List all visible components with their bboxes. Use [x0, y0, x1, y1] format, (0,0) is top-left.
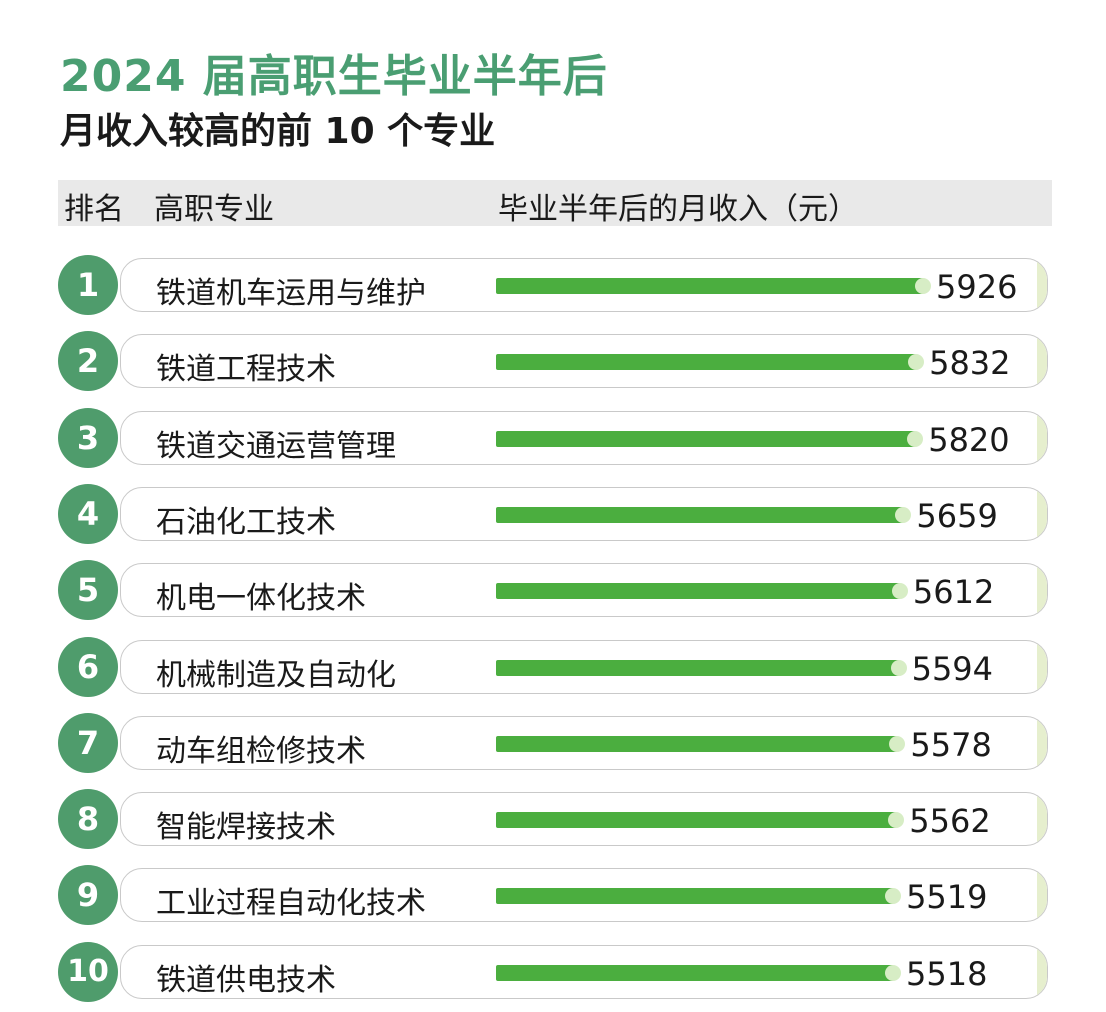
bar-row: 2 铁道工程技术 5832 — [58, 331, 1052, 394]
row-frame-edge — [1037, 945, 1047, 998]
header-rank: 排名 — [64, 192, 124, 227]
value-label: 5659 — [916, 496, 998, 535]
rank-badge: 10 — [58, 941, 118, 1002]
row-frame-edge — [1037, 259, 1047, 311]
category-label: 智能焊接技术 — [156, 810, 336, 846]
row-frame-edge — [1037, 411, 1047, 464]
category-label: 动车组检修技术 — [156, 733, 366, 769]
bar-end-dot — [885, 888, 902, 905]
bar-end-dot — [889, 735, 906, 752]
row-frame-edge — [1037, 335, 1047, 388]
rank-badge: 6 — [58, 636, 118, 697]
rank-badge: 4 — [58, 483, 118, 544]
bar — [496, 888, 895, 905]
row-frame-edge — [1037, 869, 1047, 922]
table-header: 排名 高职专业 毕业半年后的月收入（元） — [58, 180, 1052, 227]
row-frame-edge — [1037, 564, 1047, 617]
bar-row: 6 机械制造及自动化 5594 — [58, 636, 1052, 700]
bar-end-dot — [915, 278, 931, 294]
category-label: 工业过程自动化技术 — [156, 886, 426, 922]
rank-badge: 5 — [58, 560, 118, 621]
rank-badge: 3 — [58, 407, 118, 468]
bar-end-dot — [891, 583, 908, 600]
value-label: 5518 — [906, 954, 988, 993]
rank-badge: 8 — [58, 789, 118, 850]
bar-end-dot — [907, 430, 924, 447]
chart-title: 2024 届高职生毕业半年后 — [60, 51, 608, 102]
bar-end-dot — [885, 964, 901, 981]
value-label: 5926 — [936, 268, 1018, 306]
header-major: 高职专业 — [154, 192, 274, 227]
category-label: 机电一体化技术 — [156, 581, 366, 617]
category-label: 石油化工技术 — [156, 504, 336, 540]
category-label: 铁道交通运营管理 — [156, 428, 396, 464]
rank-badge: 7 — [58, 712, 118, 773]
bar-row: 7 动车组检修技术 5578 — [58, 712, 1052, 776]
chart-subtitle: 月收入较高的前 10 个专业 — [60, 111, 496, 152]
rank-badge: 2 — [58, 331, 118, 392]
value-label: 5578 — [910, 725, 992, 764]
row-frame-edge — [1037, 716, 1047, 769]
bar — [496, 659, 900, 676]
category-label: 铁道供电技术 — [156, 962, 336, 998]
bar — [496, 354, 918, 371]
rank-badge: 9 — [58, 865, 118, 926]
bar-row: 9 工业过程自动化技术 5519 — [58, 865, 1052, 928]
row-frame-edge — [1037, 487, 1047, 540]
bar — [496, 430, 917, 447]
bar — [496, 964, 894, 981]
value-label: 5594 — [911, 649, 994, 688]
bar — [496, 506, 905, 523]
rank-badge: 1 — [58, 255, 118, 315]
bar-row: 4 石油化工技术 5659 — [58, 483, 1052, 547]
row-frame-edge — [1037, 793, 1047, 846]
bar-row: 5 机电一体化技术 5612 — [58, 560, 1052, 623]
header-income: 毕业半年后的月收入（元） — [498, 192, 858, 227]
bar-row: 3 铁道交通运营管理 5820 — [58, 407, 1052, 471]
bar-end-dot — [908, 354, 925, 371]
bar-end-dot — [890, 659, 907, 676]
row-frame-edge — [1037, 640, 1047, 693]
bar-row: 1 铁道机车运用与维护 5926 — [58, 255, 1052, 318]
value-label: 5519 — [906, 878, 988, 917]
value-label: 5832 — [929, 344, 1011, 383]
value-label: 5820 — [928, 420, 1010, 459]
value-label: 5612 — [912, 573, 995, 612]
bar — [496, 583, 901, 600]
category-label: 机械制造及自动化 — [156, 657, 396, 693]
bar — [496, 812, 898, 829]
category-label: 铁道工程技术 — [156, 352, 336, 388]
bar-end-dot — [888, 812, 905, 829]
bar-row: 10 铁道供电技术 5518 — [58, 941, 1052, 1005]
bar — [496, 735, 899, 752]
bar-end-dot — [895, 506, 912, 523]
bar-row: 8 智能焊接技术 5562 — [58, 789, 1052, 852]
category-label: 铁道机车运用与维护 — [156, 276, 426, 311]
bar — [496, 278, 924, 294]
value-label: 5562 — [909, 802, 991, 841]
